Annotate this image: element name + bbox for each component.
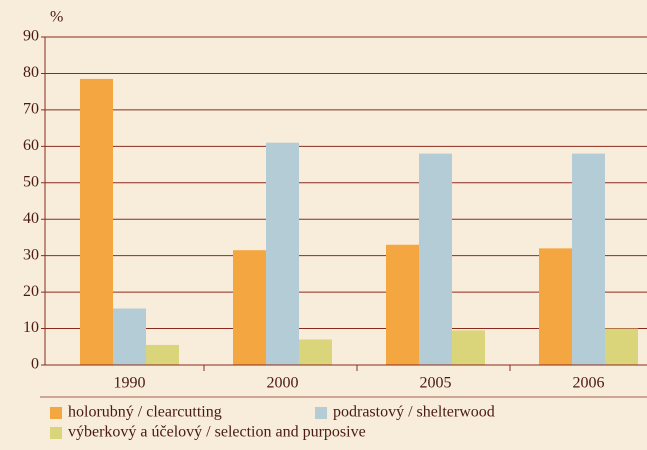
- bar: [386, 244, 419, 365]
- bar: [266, 142, 299, 365]
- y-tick-label: 0: [31, 356, 39, 373]
- y-tick-label: 20: [23, 283, 39, 300]
- legend-label: podrastový / shelterwood: [333, 404, 495, 421]
- x-tick-label: 2005: [420, 375, 452, 392]
- legend-label: výberkový a účelový / selection and purp…: [68, 424, 366, 441]
- bar: [572, 153, 605, 365]
- bar: [80, 78, 113, 366]
- legend-swatch: [50, 427, 62, 439]
- x-tick-label: 2000: [267, 375, 299, 392]
- bar: [299, 339, 332, 365]
- y-tick-label: 70: [23, 101, 39, 118]
- bar: [452, 330, 485, 365]
- legend-swatch: [315, 407, 327, 419]
- bar: [113, 308, 146, 365]
- x-tick-label: 2006: [573, 375, 605, 392]
- y-tick-label: 40: [23, 210, 39, 227]
- legend-label: holorubný / clearcutting: [68, 404, 222, 421]
- y-tick-label: 30: [23, 246, 39, 263]
- bar: [539, 248, 572, 365]
- bar: [146, 344, 179, 365]
- bar: [419, 153, 452, 365]
- y-tick-label: 60: [23, 137, 39, 154]
- y-axis-label: %: [50, 9, 63, 26]
- y-tick-label: 50: [23, 173, 39, 190]
- y-tick-label: 10: [23, 319, 39, 336]
- y-tick-label: 80: [23, 64, 39, 81]
- y-tick-label: 90: [23, 28, 39, 45]
- bar: [605, 328, 638, 365]
- legend-swatch: [50, 407, 62, 419]
- x-tick-label: 1990: [114, 375, 146, 392]
- bar: [233, 250, 266, 365]
